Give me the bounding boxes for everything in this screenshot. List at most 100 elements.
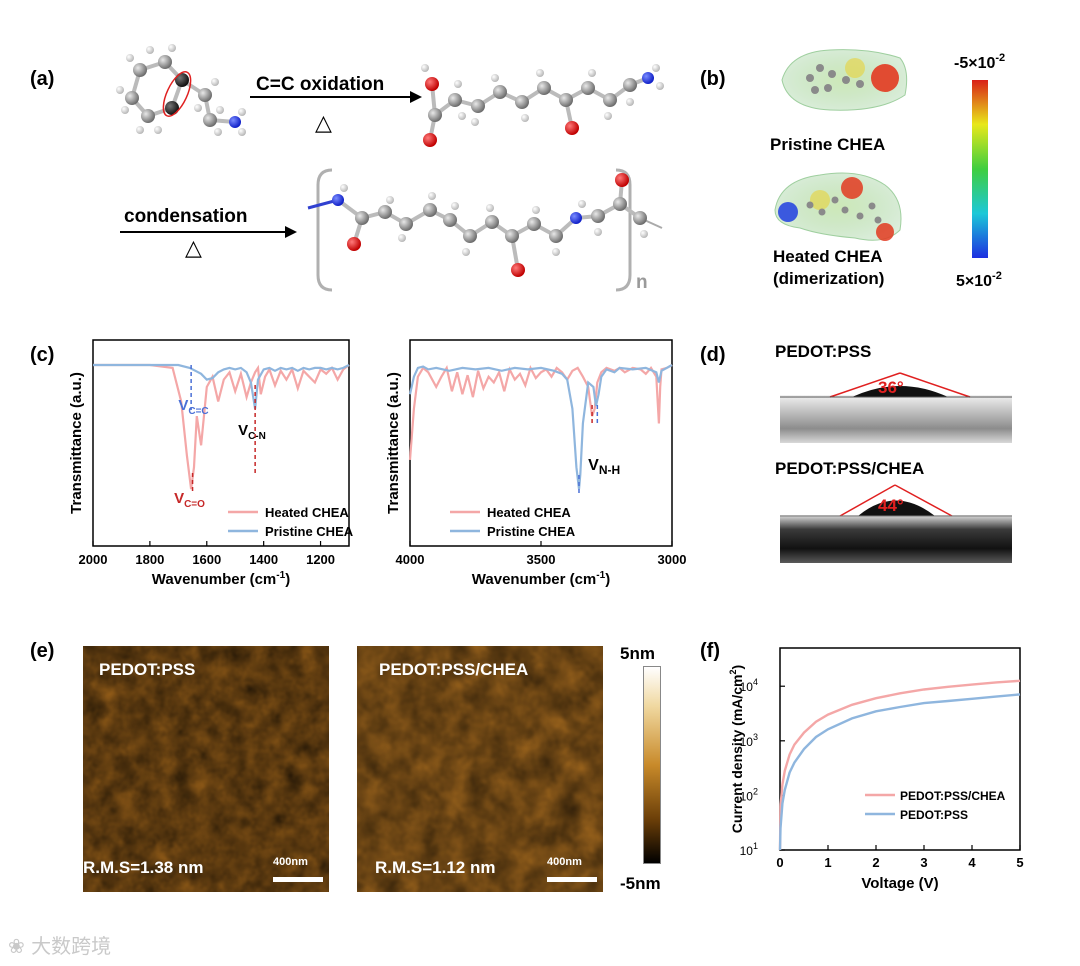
- panel-d-contact-angle: PEDOT:PSS 36° PEDOT:PSS/CHEA 44°: [770, 335, 1070, 575]
- afm-pedotpss-rms: R.M.S=1.38 nm: [83, 858, 204, 877]
- ftir-legend: Heated CHEA Pristine CHEA: [228, 505, 354, 539]
- ftir-series-heated-chea: [93, 363, 350, 490]
- contact-angle-chea-value: 44°: [878, 496, 904, 515]
- ftir-legend-label: Heated CHEA: [265, 505, 349, 520]
- afm-texture-chea: [357, 646, 603, 892]
- contact-angle-image-pedotpss: 36°: [780, 372, 1012, 443]
- contact-angle-pedotpss-label: PEDOT:PSS: [775, 342, 871, 361]
- ftir-series-pristine-chea: [408, 364, 673, 490]
- heated-chea-label: Heated CHEA: [773, 247, 883, 266]
- afm-chea-title: PEDOT:PSS/CHEA: [379, 660, 529, 679]
- contact-angle-svg: PEDOT:PSS 36° PEDOT:PSS/CHEA 44°: [775, 342, 1012, 563]
- heat-symbol-2: △: [185, 235, 202, 260]
- polyamide-repeat-unit: n: [307, 168, 663, 293]
- afm-chea-rms: R.M.S=1.12 nm: [375, 858, 496, 877]
- panel-label-b: (b): [700, 68, 726, 90]
- ftir-legend-label: Heated CHEA: [487, 505, 571, 520]
- panel-label-a: (a): [30, 68, 55, 90]
- pristine-esp-map: [781, 49, 908, 111]
- ftir-x-tick-label: 1800: [135, 552, 164, 567]
- jv-x-tick-label: 3: [920, 855, 927, 870]
- jv-x-tick-label: 2: [872, 855, 879, 870]
- contact-angle-image-chea: 44°: [780, 484, 1012, 563]
- jv-legend-label: PEDOT:PSS: [900, 808, 968, 822]
- ftir-legend-label: Pristine CHEA: [487, 524, 576, 539]
- pristine-chea-label: Pristine CHEA: [770, 135, 885, 154]
- panel-b-esp-maps: Pristine CHEA Heated CHEA (dimerization)…: [760, 40, 1070, 300]
- ftir-chart-c-left: 2000 1800 1600 1400 1200 Wavenumber (cm-1) Tra…: [68, 339, 354, 588]
- afm-height-colorbar: [643, 666, 661, 864]
- ftir-legend-label: Pristine CHEA: [265, 524, 354, 539]
- panel-c-ftir-charts: 2000 1800 1600 1400 1200 Wavenumber (cm-1) Tra…: [60, 335, 700, 600]
- heated-esp-map: [774, 172, 902, 241]
- ftir-x-axis-label: Wavenumber (cm-1): [152, 570, 290, 588]
- afm-pedotpss-scalebar-label: 400nm: [273, 856, 308, 868]
- afm-chea-scalebar-label: 400nm: [547, 856, 582, 868]
- jv-y-axis-label: Current density (mA/cm2): [728, 665, 745, 833]
- panel-label-d: (d): [700, 344, 726, 366]
- jv-series-pedot-pss-chea: [778, 679, 1021, 851]
- ftir-x-tick-label: 4000: [396, 552, 425, 567]
- ftir-x-tick-label: 1200: [306, 552, 335, 567]
- panel-label-e: (e): [30, 640, 55, 662]
- afm-image-pedotpss: PEDOT:PSS R.M.S=1.38 nm 400nm: [83, 646, 329, 892]
- watermark: ❀ 大数跨境: [8, 930, 111, 959]
- ftir-y-axis-label: Transmittance (a.u.): [68, 372, 85, 514]
- jv-y-tick-label: 101: [740, 841, 758, 858]
- chea-molecule: [116, 44, 246, 136]
- jv-series-pedot-pss: [778, 693, 1021, 851]
- afm-texture-pedotpss: [83, 646, 329, 892]
- afm-pedotpss-title: PEDOT:PSS: [99, 660, 196, 679]
- afm-colorbar-bottom-label: -5nm: [620, 874, 661, 893]
- afm-colorbar-top-label: 5nm: [620, 644, 655, 663]
- repeat-subscript: n: [636, 272, 648, 293]
- panel-a-reaction-scheme: C=C oxidation △: [110, 40, 680, 305]
- panel-label-c: (c): [30, 344, 55, 366]
- oxidation-label: C=C oxidation: [256, 74, 384, 95]
- afm-chea-scalebar: [547, 877, 597, 882]
- ftir-chart-c-right: 4000 3500 3000 Wavenumber (cm-1) Transmittan…: [385, 339, 687, 588]
- ftir-annotation-nh: VN-H: [588, 457, 620, 477]
- panel-f-jv-chart: 0 1 2 3 4 5 101 102 103 104 Voltage (V) Current den…: [725, 640, 1075, 900]
- esp-colorbar-top-label: -5×10-2: [954, 52, 1005, 72]
- ftir-svg: 2000 1800 1600 1400 1200 Wavenumber (cm-1) Tra…: [68, 339, 687, 588]
- ftir-x-tick-label: 2000: [79, 552, 108, 567]
- esp-maps-svg: Pristine CHEA Heated CHEA (dimerization)…: [770, 49, 1005, 290]
- afm-image-chea: PEDOT:PSS/CHEA R.M.S=1.12 nm 400nm: [357, 646, 603, 892]
- ftir-annotation-cn: VC-N: [238, 422, 266, 442]
- esp-colorbar-bottom-label: 5×10-2: [956, 270, 1002, 290]
- ftir-plot-frame: [92, 339, 350, 547]
- jv-x-tick-label: 1: [824, 855, 831, 870]
- heated-chea-dimerization-label: (dimerization): [773, 269, 884, 288]
- ftir-annotation-co: VC=O: [174, 490, 205, 510]
- esp-colorbar: [972, 80, 988, 258]
- jv-x-tick-label: 0: [776, 855, 783, 870]
- ftir-y-axis-label: Transmittance (a.u.): [385, 372, 402, 514]
- ftir-x-tick-label: 1600: [192, 552, 221, 567]
- ftir-legend: Heated CHEA Pristine CHEA: [450, 505, 576, 539]
- ftir-x-axis-label: Wavenumber (cm-1): [472, 570, 610, 588]
- jv-x-axis-label: Voltage (V): [861, 875, 938, 892]
- watermark-logo-icon: ❀: [8, 934, 25, 958]
- condensation-label: condensation: [124, 206, 248, 227]
- contact-angle-pedotpss-value: 36°: [878, 378, 904, 397]
- jv-x-tick-label: 4: [968, 855, 976, 870]
- ftir-series-heated-chea: [408, 364, 673, 460]
- reaction-scheme-svg: C=C oxidation △: [116, 44, 664, 293]
- jv-plot-frame: [779, 647, 1021, 851]
- keto-acid-molecule: [421, 64, 664, 147]
- panel-label-f: (f): [700, 640, 720, 662]
- ftir-x-tick-label: 3000: [658, 552, 687, 567]
- ftir-x-tick-label: 3500: [527, 552, 556, 567]
- jv-x-tick-label: 5: [1016, 855, 1023, 870]
- ftir-series-pristine-chea: [93, 363, 350, 409]
- watermark-text: 大数跨境: [31, 934, 112, 958]
- ftir-x-tick-label: 1400: [249, 552, 278, 567]
- jv-legend: PEDOT:PSS/CHEA PEDOT:PSS: [865, 789, 1006, 822]
- afm-pedotpss-scalebar: [273, 877, 323, 882]
- jv-legend-label: PEDOT:PSS/CHEA: [900, 789, 1006, 803]
- heat-symbol-1: △: [315, 110, 332, 135]
- contact-angle-chea-label: PEDOT:PSS/CHEA: [775, 459, 924, 478]
